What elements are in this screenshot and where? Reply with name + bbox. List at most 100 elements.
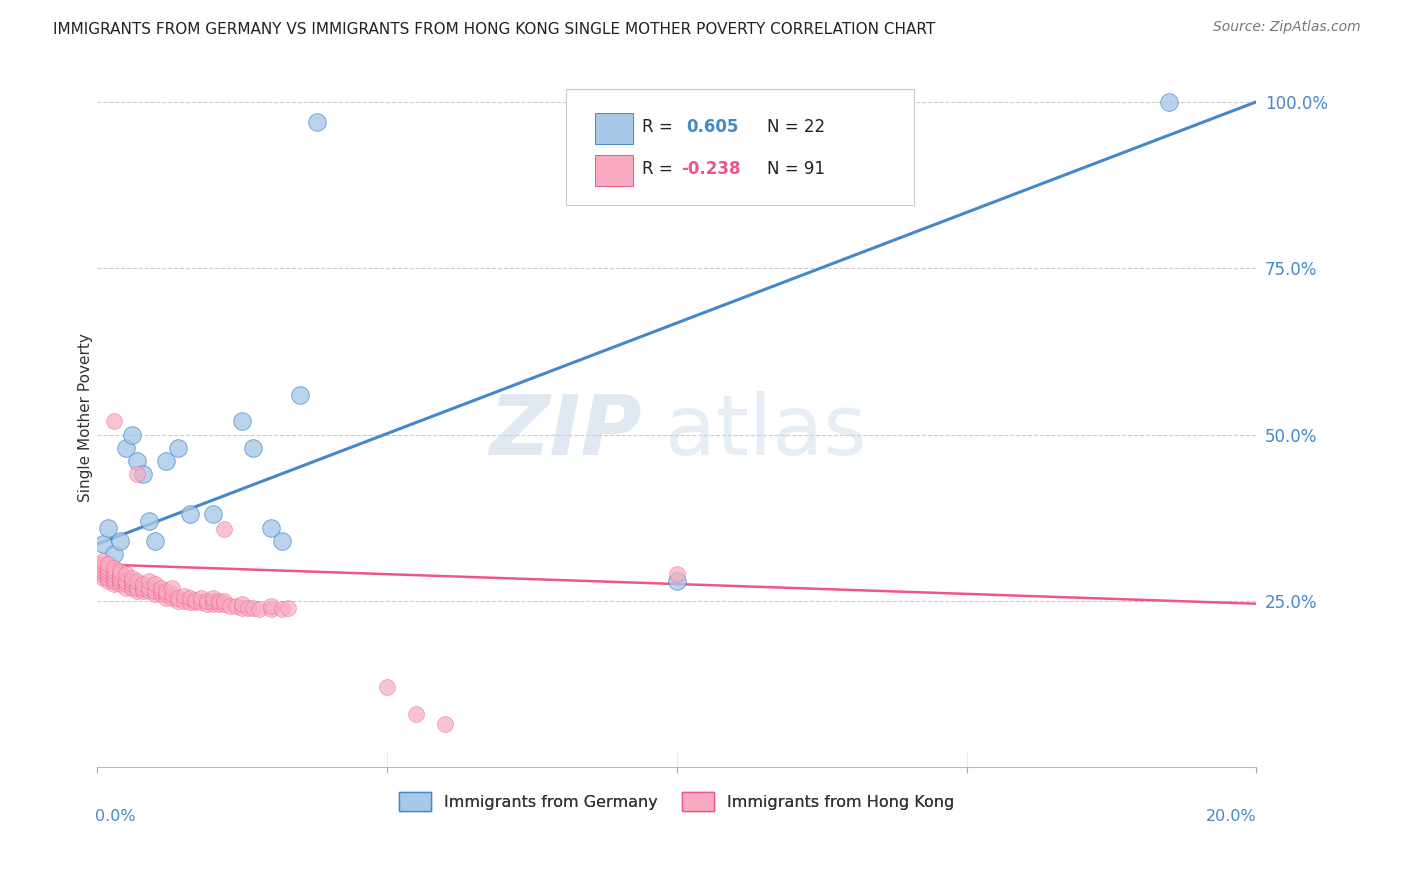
Point (138, 574, 160, 588)
Point (91, 560, 114, 574)
Point (405, 706, 427, 721)
Point (103, 564, 125, 578)
Point (179, 508, 201, 522)
Point (91, 558, 114, 572)
Point (149, 583, 172, 598)
Point (231, 597, 253, 611)
Text: Source: ZipAtlas.com: Source: ZipAtlas.com (1213, 20, 1361, 34)
Point (155, 583, 177, 598)
Point (108, 564, 131, 578)
Point (231, 414, 253, 428)
Point (121, 581, 143, 595)
Point (260, 521, 283, 535)
FancyBboxPatch shape (596, 155, 633, 186)
Point (108, 577, 131, 591)
Text: ZIP: ZIP (489, 392, 643, 473)
Point (184, 592, 207, 607)
Point (127, 581, 149, 595)
Point (97, 571, 120, 585)
Point (143, 534, 166, 549)
Point (214, 594, 236, 608)
Point (108, 567, 131, 582)
Point (97, 560, 120, 574)
Point (201, 594, 224, 608)
Point (121, 427, 143, 442)
Point (115, 577, 138, 591)
Point (132, 577, 155, 591)
Text: 0.605: 0.605 (686, 119, 738, 136)
Point (201, 597, 224, 611)
Point (132, 581, 155, 595)
Point (103, 560, 125, 574)
Text: N = 91: N = 91 (768, 160, 825, 178)
Point (190, 595, 212, 609)
Point (167, 441, 190, 455)
Point (97, 574, 120, 588)
Point (91, 571, 114, 585)
Point (91, 567, 114, 582)
Point (115, 567, 138, 582)
Point (103, 567, 125, 582)
Point (115, 581, 138, 595)
Point (162, 591, 184, 605)
Point (121, 571, 143, 585)
Point (149, 587, 172, 601)
Point (155, 587, 177, 601)
Point (190, 591, 212, 605)
Point (127, 583, 149, 598)
Point (121, 577, 143, 591)
Point (103, 577, 125, 591)
Point (665, 574, 688, 588)
Point (97, 521, 120, 535)
Point (155, 591, 177, 605)
Point (86, 564, 108, 578)
Text: IMMIGRANTS FROM GERMANY VS IMMIGRANTS FROM HONG KONG SINGLE MOTHER POVERTY CORRE: IMMIGRANTS FROM GERMANY VS IMMIGRANTS FR… (53, 22, 935, 37)
Text: 0.0%: 0.0% (94, 809, 135, 824)
Point (207, 594, 229, 608)
Point (108, 571, 131, 585)
Point (375, 681, 398, 695)
Point (307, 115, 329, 129)
Point (179, 591, 201, 605)
Point (91, 554, 114, 568)
Point (121, 574, 143, 588)
Point (97, 564, 120, 578)
Point (103, 574, 125, 588)
Point (214, 522, 236, 536)
Legend: Immigrants from Germany, Immigrants from Hong Kong: Immigrants from Germany, Immigrants from… (391, 784, 962, 819)
Point (271, 602, 294, 616)
FancyBboxPatch shape (567, 89, 914, 205)
Point (167, 594, 190, 608)
Point (195, 597, 218, 611)
Point (162, 587, 184, 601)
Point (219, 599, 242, 613)
Text: 20.0%: 20.0% (1206, 809, 1257, 824)
Point (86, 558, 108, 572)
Text: -0.238: -0.238 (682, 160, 741, 178)
Point (138, 514, 160, 528)
Point (103, 414, 125, 428)
Point (155, 454, 177, 468)
Text: R =: R = (643, 160, 672, 178)
Point (433, 717, 456, 731)
Point (91, 537, 114, 551)
Point (115, 574, 138, 588)
Point (127, 467, 149, 482)
Point (242, 600, 264, 615)
Point (179, 595, 201, 609)
Point (127, 454, 149, 468)
Point (214, 597, 236, 611)
Text: N = 22: N = 22 (768, 119, 825, 136)
Point (173, 589, 195, 603)
Point (277, 600, 299, 615)
Point (167, 591, 190, 605)
Point (1159, 95, 1181, 109)
Point (260, 599, 283, 614)
Point (97, 567, 120, 582)
Point (103, 571, 125, 585)
Point (173, 594, 195, 608)
Text: R =: R = (643, 119, 672, 136)
Point (143, 583, 166, 598)
Y-axis label: Single Mother Poverty: Single Mother Poverty (79, 334, 93, 502)
Point (138, 583, 160, 598)
